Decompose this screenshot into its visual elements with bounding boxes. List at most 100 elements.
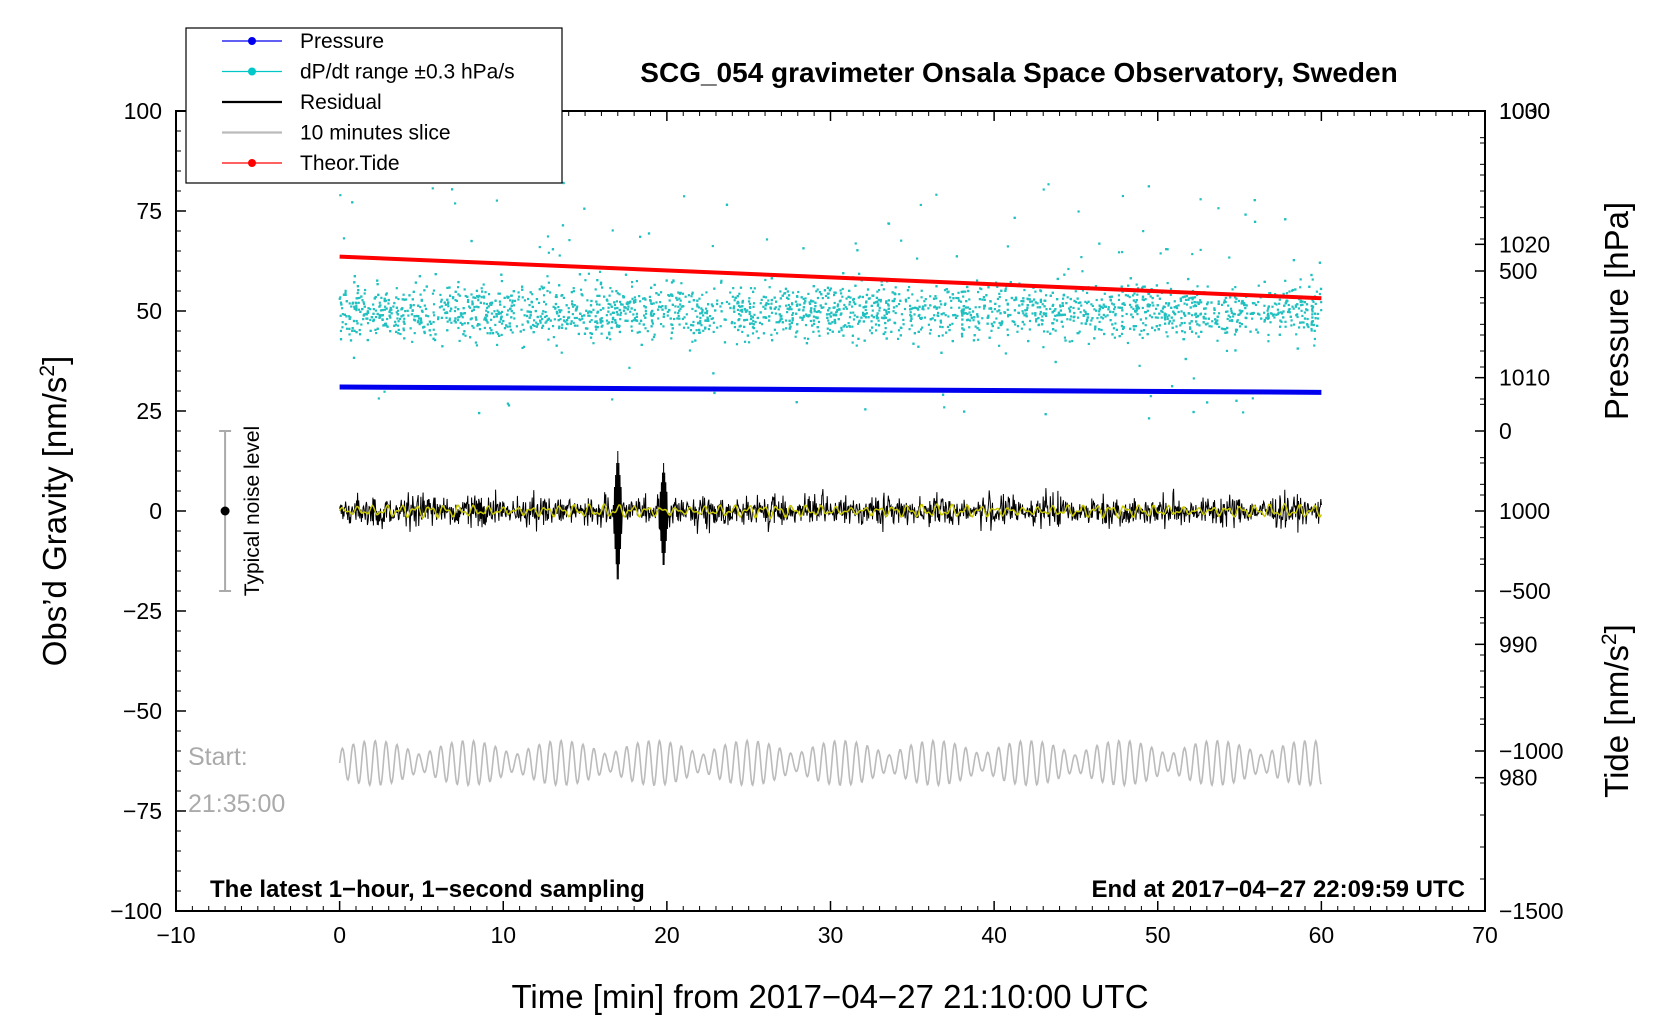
dpdt-point [1156, 294, 1159, 297]
dpdt-point [511, 299, 514, 302]
dpdt-point [884, 326, 887, 330]
dpdt-point [1266, 309, 1269, 312]
pressure-tick-label: 990 [1499, 631, 1537, 657]
dpdt-point [710, 317, 713, 321]
dpdt-point [711, 244, 714, 248]
dpdt-point [432, 337, 435, 340]
dpdt-point [743, 318, 746, 322]
dpdt-point [764, 307, 767, 310]
dpdt-point [1244, 325, 1247, 328]
dpdt-point [609, 313, 612, 316]
dpdt-point [1112, 310, 1115, 314]
dpdt-point [1126, 294, 1130, 297]
dpdt-point [1023, 314, 1026, 317]
pressure-series [339, 384, 1322, 395]
dpdt-point [440, 316, 444, 319]
dpdt-point [786, 307, 789, 310]
dpdt-point [383, 390, 386, 393]
dpdt-point [995, 317, 998, 320]
dpdt-point [483, 318, 486, 321]
dpdt-point [1142, 322, 1145, 325]
dpdt-point [910, 315, 913, 318]
dpdt-point [386, 317, 389, 321]
dpdt-point [454, 290, 457, 293]
dpdt-point [626, 301, 629, 304]
dpdt-point [1183, 321, 1186, 325]
dpdt-point [590, 319, 593, 322]
dpdt-point [595, 300, 598, 303]
dpdt-point [478, 327, 482, 331]
dpdt-point [1028, 328, 1031, 331]
dpdt-point [657, 317, 660, 320]
dpdt-point [876, 316, 879, 319]
dpdt-point [1043, 313, 1046, 316]
dpdt-point [737, 328, 740, 332]
dpdt-point [1100, 328, 1103, 332]
dpdt-point [472, 326, 475, 329]
x-tick-label: 50 [1145, 922, 1171, 948]
dpdt-point [678, 309, 681, 312]
dpdt-point [690, 323, 693, 327]
dpdt-point [791, 317, 794, 320]
dpdt-point [500, 322, 504, 325]
dpdt-point [876, 290, 879, 293]
dpdt-point [651, 322, 654, 325]
dpdt-point [1004, 352, 1007, 355]
dpdt-point [617, 325, 621, 328]
dpdt-point [877, 288, 881, 292]
dpdt-point [341, 313, 344, 316]
dpdt-point [816, 296, 820, 300]
dpdt-point [812, 285, 815, 288]
dpdt-point [811, 300, 814, 303]
dpdt-point [506, 402, 509, 405]
dpdt-point [450, 321, 453, 324]
dpdt-point [892, 310, 895, 313]
dpdt-point [803, 337, 806, 340]
dpdt-point [1318, 292, 1322, 296]
dpdt-point [494, 299, 497, 302]
dpdt-point [536, 315, 539, 319]
dpdt-point [735, 343, 739, 346]
dpdt-point [460, 314, 463, 317]
dpdt-point [495, 315, 498, 318]
dpdt-point [791, 291, 795, 294]
dpdt-point [530, 301, 533, 304]
dpdt-point [438, 306, 442, 309]
dpdt-point [471, 324, 474, 328]
dpdt-point [762, 316, 765, 319]
dpdt-point [780, 314, 783, 318]
dpdt-point [1094, 284, 1098, 288]
dpdt-point [1263, 304, 1266, 307]
dpdt-point [909, 314, 912, 317]
dpdt-point [939, 325, 942, 328]
dpdt-point [628, 302, 631, 305]
dpdt-point [494, 323, 497, 327]
dpdt-point [870, 304, 873, 308]
dpdt-point [750, 317, 753, 321]
dpdt-point [1078, 330, 1081, 333]
dpdt-point [1003, 311, 1007, 314]
dpdt-point [1199, 198, 1202, 201]
dpdt-point [1146, 333, 1149, 336]
dpdt-point [341, 307, 344, 310]
chart-title: SCG_054 gravimeter Onsala Space Observat… [640, 57, 1397, 88]
dpdt-point [496, 332, 500, 335]
y-tick-label: −100 [110, 898, 162, 924]
dpdt-point [344, 323, 347, 326]
dpdt-point [1251, 317, 1254, 320]
dpdt-point [802, 306, 806, 309]
dpdt-point [980, 287, 983, 291]
dpdt-point [894, 311, 897, 315]
dpdt-point [1313, 344, 1316, 347]
dpdt-point [1121, 194, 1124, 198]
dpdt-point [350, 305, 353, 308]
dpdt-point [864, 313, 867, 316]
dpdt-point [338, 297, 341, 300]
dpdt-point [396, 324, 399, 327]
dpdt-point [885, 300, 888, 303]
dpdt-point [741, 330, 744, 333]
dpdt-point [1151, 326, 1154, 329]
dpdt-point [614, 321, 617, 324]
dpdt-point [762, 295, 765, 298]
tide-tick-label: −1000 [1499, 738, 1564, 764]
